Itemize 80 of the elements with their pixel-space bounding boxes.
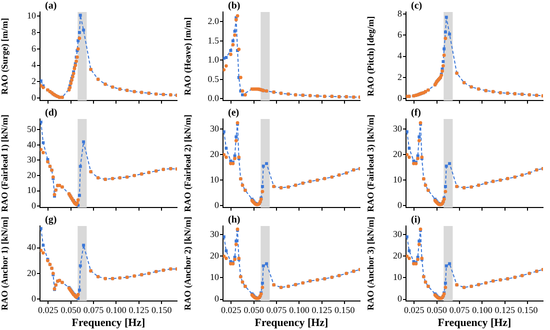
x-tick-label: 0.125 [312, 304, 333, 315]
y-tick-label: 20 [393, 250, 402, 261]
y-tick-label: 30 [210, 124, 220, 134]
y-tick-label: 20 [27, 268, 36, 278]
y-tick-label: 1.5 [208, 35, 220, 46]
y-tick-label: 20 [210, 250, 220, 261]
y-tick-label: 10 [210, 272, 220, 282]
y-axis-title: RAO (Heave) [m/m] [182, 17, 193, 96]
y-tick-label: 0 [214, 200, 220, 210]
y-tick-label: 2 [398, 72, 402, 82]
y-tick-label: 30 [393, 228, 402, 239]
y-axis-title: RAO (Fairlead 1) [kN/m] [0, 114, 10, 212]
chart-title: (g) [45, 214, 57, 226]
y-tick-label: 0.0 [208, 93, 220, 104]
x-tick-label: 0.150 [517, 304, 538, 315]
y-axis-title: RAO (Anchor 1) [kN/m] [0, 216, 10, 310]
y-axis-title: RAO (Pitch) [deg/m] [366, 16, 376, 96]
x-tick-label: 0.125 [128, 304, 150, 315]
y-tick-label: 4 [32, 60, 36, 70]
x-tick-label: 0.075 [83, 304, 104, 315]
y-tick-label: 2.0 [208, 16, 220, 26]
x-tick-label: 0.100 [106, 304, 127, 315]
x-tick-label: 0.050 [244, 304, 264, 315]
chart-title: (i) [411, 214, 420, 226]
x-tick-label: 0.025 [404, 304, 425, 315]
y-tick-label: 40 [27, 242, 36, 252]
y-tick-label: 20 [210, 149, 220, 160]
y-tick-label: 10 [27, 185, 36, 196]
y-tick-label: 0.5 [208, 74, 220, 84]
y-tick-label: 1.0 [208, 54, 220, 65]
y-tick-label: 10 [393, 174, 402, 184]
x-tick-label: 0.100 [472, 304, 493, 315]
x-tick-label: 0.025 [38, 304, 59, 315]
y-axis-title: RAO (Surge) [m/m] [0, 18, 10, 95]
y-tick-label: 50 [27, 124, 36, 134]
chart-title: (b) [228, 0, 240, 12]
x-tick-label: 0.025 [221, 304, 242, 315]
x-axis-title: Frequency [Hz] [254, 317, 328, 330]
y-tick-label: 30 [210, 228, 220, 239]
y-tick-label: 8 [398, 8, 402, 18]
y-tick-label: 10 [27, 10, 36, 20]
x-axis-title: Frequency [Hz] [72, 317, 146, 330]
x-tick-label: 0.150 [151, 304, 172, 315]
y-tick-label: 6 [398, 30, 402, 40]
x-tick-label: 0.050 [60, 304, 82, 315]
y-tick-label: 10 [210, 174, 220, 184]
chart-title: (e) [228, 108, 240, 119]
y-axis-title: RAO (Fairlead 3) [kN/m] [366, 114, 376, 212]
y-tick-label: 0 [32, 92, 36, 102]
chart-title: (c) [411, 0, 422, 12]
x-tick-label: 0.100 [289, 304, 310, 315]
y-tick-label: 30 [393, 124, 402, 134]
chart-title: (a) [45, 0, 57, 12]
y-tick-label: 0 [398, 294, 402, 304]
chart-title: (d) [45, 108, 58, 119]
y-axis-title: RAO (Fairlead 2) [kN/m] [182, 114, 193, 212]
x-tick-label: 0.125 [494, 304, 516, 315]
y-tick-label: 20 [393, 149, 402, 160]
y-axis-title: RAO (Anchor 2) [kN/m] [182, 216, 193, 310]
chart-title: (f) [411, 108, 421, 119]
y-tick-label: 0 [32, 293, 36, 304]
x-tick-label: 0.150 [334, 304, 356, 315]
y-tick-label: 4 [398, 50, 402, 61]
x-tick-label: 0.075 [266, 304, 288, 315]
x-tick-label: 0.050 [426, 304, 448, 315]
y-tick-label: 0 [398, 200, 402, 210]
y-tick-label: 0 [214, 294, 220, 304]
x-tick-label: 0.075 [449, 304, 470, 315]
y-axis-title: RAO (Anchor 3) [kN/m] [366, 216, 376, 310]
y-tick-label: 10 [393, 272, 402, 282]
y-tick-label: 40 [27, 139, 36, 150]
y-tick-label: 0 [32, 200, 36, 210]
x-axis-title: Frequency [Hz] [438, 317, 512, 330]
y-tick-label: 6 [32, 43, 36, 54]
y-tick-label: 0 [398, 92, 402, 103]
y-tick-label: 20 [27, 170, 36, 180]
y-tick-label: 8 [32, 26, 36, 37]
y-tick-label: 30 [27, 154, 36, 165]
y-tick-label: 2 [32, 76, 36, 86]
chart-title: (h) [228, 214, 240, 226]
